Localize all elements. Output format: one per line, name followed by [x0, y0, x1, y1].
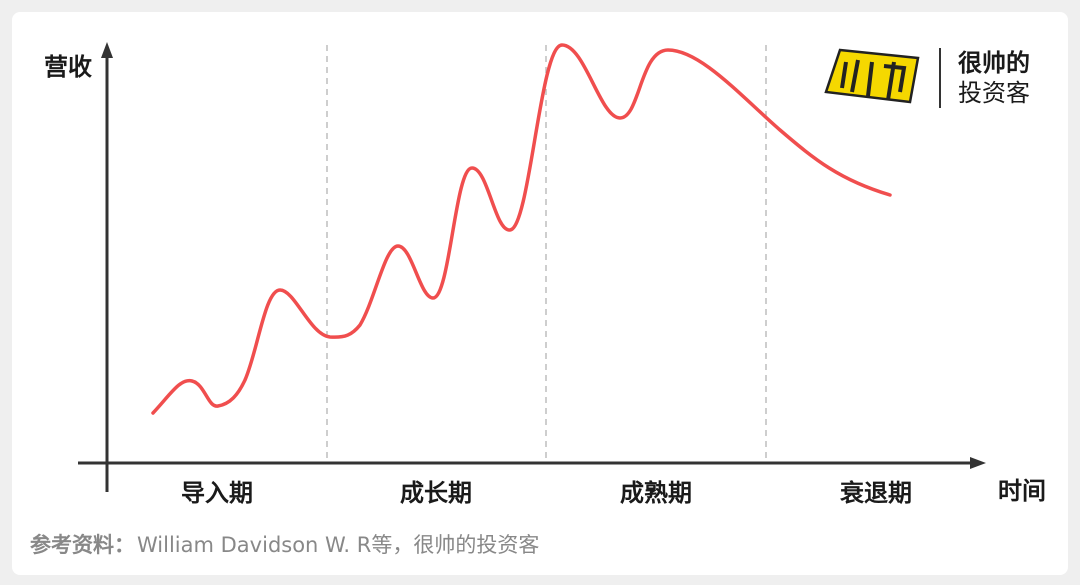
y-axis-label: 营收: [44, 53, 92, 81]
logo-text: 很帅的: [958, 49, 1030, 77]
x-axis-arrow: [970, 457, 986, 469]
phase-label: 导入期: [181, 479, 253, 507]
revenue-curve: [151, 43, 892, 415]
x-axis-label: 时间: [998, 477, 1046, 505]
logo-text: 投资客: [958, 79, 1030, 107]
phase-label: 衰退期: [839, 479, 912, 507]
phase-dividers: [326, 45, 767, 463]
phase-label: 成长期: [400, 479, 472, 507]
phase-label: 成熟期: [620, 479, 692, 507]
logo-glyph: [840, 59, 907, 101]
source-label: 参考资料：: [30, 533, 135, 557]
logo: 很帅的 投资客: [824, 48, 1030, 108]
y-axis-arrow: [101, 42, 113, 58]
source-text: William Davidson W. R等，很帅的投资客: [137, 533, 539, 557]
card: [12, 12, 1068, 575]
